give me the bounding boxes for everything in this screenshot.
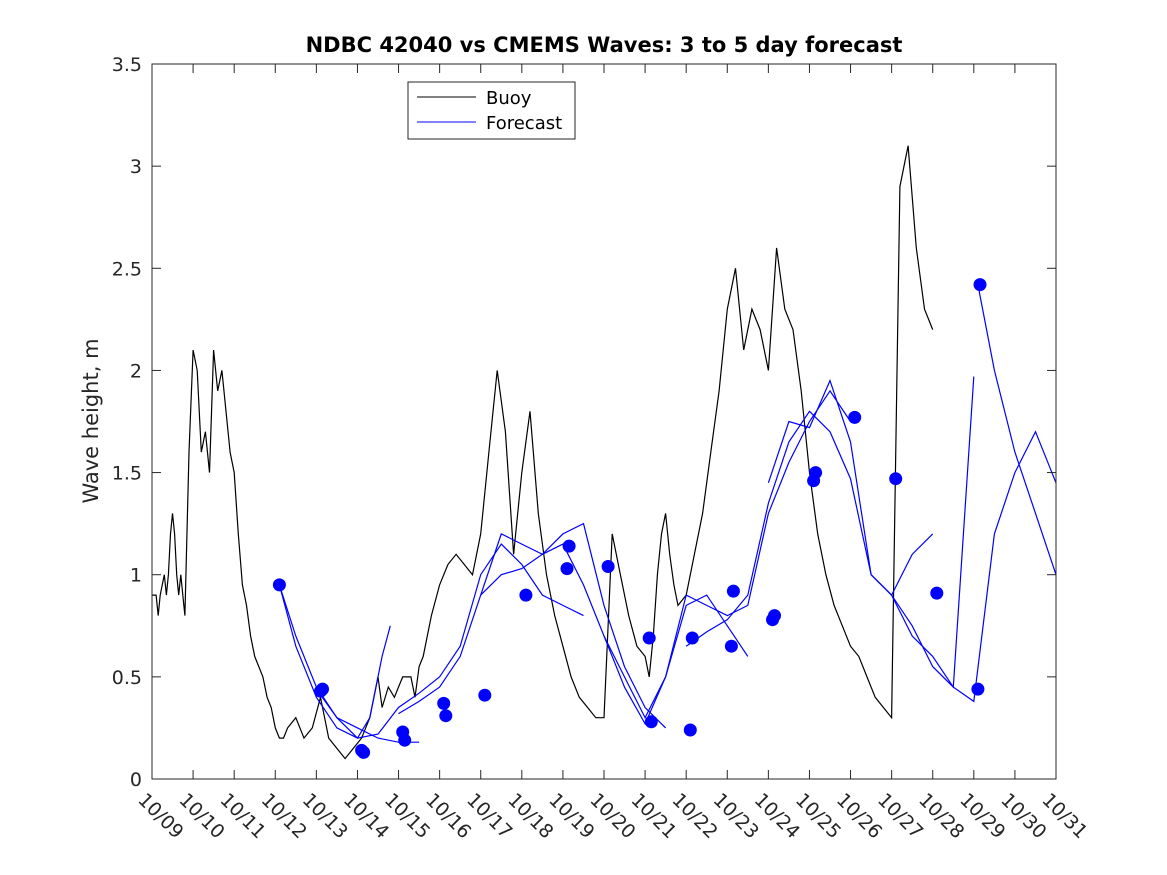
- x-tick-label: 10/15: [380, 789, 434, 843]
- forecast-series-line-1: [278, 584, 391, 739]
- forecast-marker: [357, 745, 371, 759]
- x-tick-label: 10/09: [133, 789, 187, 843]
- forecast-series-line-2: [278, 584, 420, 743]
- y-tick-label: 1: [130, 565, 142, 587]
- forecast-series-line-3: [315, 543, 584, 739]
- buoy-series-line: [152, 145, 934, 760]
- legend-forecast-label: Forecast: [486, 113, 562, 134]
- forecast-marker: [398, 733, 412, 747]
- x-tick-label: 10/30: [996, 789, 1050, 843]
- x-tick-label: 10/21: [627, 789, 681, 843]
- forecast-marker: [768, 609, 781, 623]
- x-tick-label: 10/24: [750, 789, 804, 843]
- x-tick-label: 10/10: [175, 789, 229, 843]
- y-tick-label: 0.5: [112, 667, 142, 689]
- forecast-marker: [560, 562, 574, 576]
- forecast-marker: [642, 631, 656, 645]
- forecast-series-line-8: [767, 376, 975, 689]
- legend: Buoy Forecast: [407, 81, 576, 140]
- forecast-marker: [685, 631, 699, 645]
- y-tick-label: 3: [130, 156, 142, 178]
- forecast-marker: [437, 696, 451, 710]
- x-tick-label: 10/17: [462, 789, 516, 843]
- forecast-marker: [519, 588, 533, 602]
- y-tick-label: 2: [130, 360, 142, 382]
- forecast-marker: [272, 578, 286, 592]
- x-tick-label: 10/12: [257, 789, 311, 843]
- forecast-marker: [848, 410, 862, 424]
- x-tick-label: 10/22: [668, 789, 722, 843]
- x-tick-label: 10/23: [709, 789, 763, 843]
- x-tick-label: 10/26: [832, 789, 886, 843]
- forecast-series-line-4: [398, 522, 667, 729]
- series-layer: [152, 145, 1057, 760]
- forecast-marker: [809, 466, 823, 480]
- forecast-marker: [439, 709, 453, 723]
- forecast-series-line-5: [480, 543, 749, 720]
- forecast-marker: [973, 278, 987, 292]
- forecast-marker: [601, 560, 615, 573]
- x-tick-label: 10/20: [585, 789, 639, 843]
- forecast-series-line-9: [891, 430, 1057, 703]
- forecast-marker: [726, 584, 740, 598]
- legend-buoy-label: Buoy: [486, 88, 532, 109]
- forecast-series-line-10: [977, 284, 1057, 575]
- forecast-marker: [971, 682, 985, 696]
- x-tick-label: 10/31: [1037, 789, 1091, 843]
- forecast-series-line-6: [603, 389, 851, 726]
- chart-title: NDBC 42040 vs CMEMS Waves: 3 to 5 day fo…: [306, 33, 903, 57]
- x-tick-label: 10/19: [544, 789, 598, 843]
- x-tick-label: 10/29: [955, 789, 1009, 843]
- forecast-marker: [683, 723, 697, 737]
- x-tick-label: 10/27: [873, 789, 927, 843]
- x-tick-label: 10/16: [421, 789, 475, 843]
- x-tick-label: 10/25: [791, 789, 845, 843]
- x-tick-label: 10/14: [339, 789, 393, 843]
- y-tick-label: 2.5: [112, 258, 142, 280]
- forecast-marker: [724, 639, 738, 653]
- forecast-marker: [889, 472, 903, 486]
- x-tick-label: 10/13: [298, 789, 352, 843]
- y-tick-label: 1.5: [112, 463, 142, 485]
- legend-box: [407, 81, 576, 140]
- forecast-marker: [930, 586, 944, 600]
- y-tick-label: 0: [130, 769, 142, 791]
- forecast-marker: [316, 682, 329, 696]
- x-tick-label: 10/18: [503, 789, 557, 843]
- plot-background: [152, 64, 1056, 779]
- forecast-marker: [644, 715, 658, 729]
- marker-layer: [272, 278, 987, 759]
- x-tick-label: 10/28: [914, 789, 968, 843]
- x-tick-label: 10/11: [216, 789, 270, 843]
- y-axis-label: Wave height, m: [79, 338, 103, 503]
- forecast-marker: [562, 539, 576, 553]
- forecast-marker: [478, 688, 492, 702]
- y-tick-label: 3.5: [112, 54, 142, 76]
